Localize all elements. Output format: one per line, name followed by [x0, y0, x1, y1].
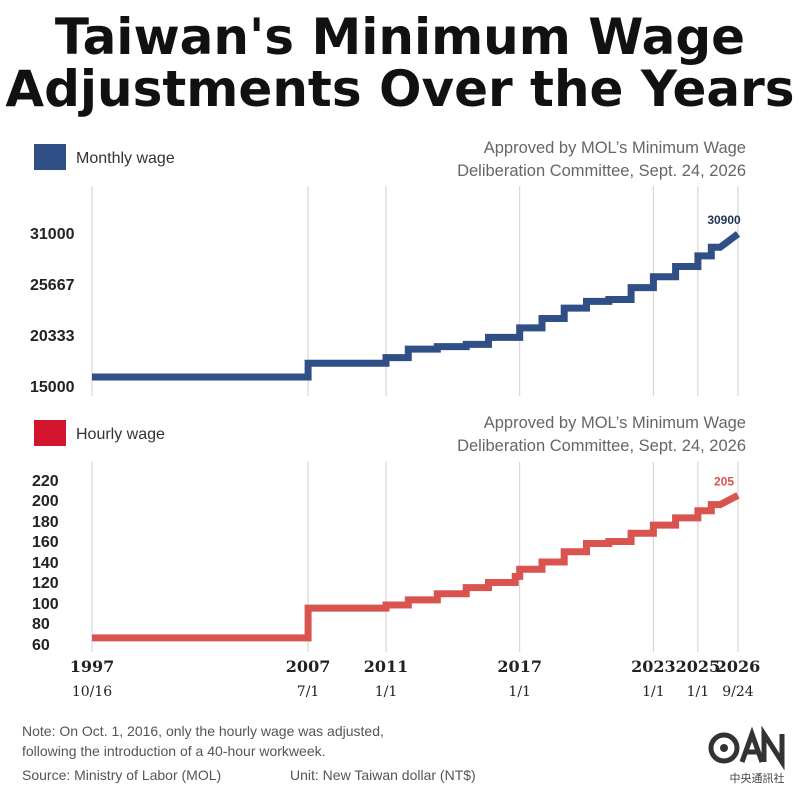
cna-logo: 中央通訊社: [708, 725, 785, 785]
note-line-1: Note: On Oct. 1, 2016, only the hourly w…: [22, 723, 384, 739]
logo-dot-icon: [720, 744, 728, 752]
legend-label-monthly: Monthly wage: [76, 150, 175, 167]
x-tick-year-2011: 2011: [364, 657, 409, 676]
hourly-ytick-160: 160: [32, 534, 59, 551]
monthly-ytick-25667: 25667: [30, 277, 75, 294]
x-tick-year-2026: 2026: [716, 657, 761, 676]
hourly-wage-line: [92, 492, 740, 642]
hourly-ytick-140: 140: [32, 555, 59, 572]
x-tick-date-2025: 1/1: [687, 684, 710, 700]
title-line-1: Taiwan's Minimum Wage: [55, 8, 745, 66]
monthly-ytick-15000: 15000: [30, 379, 75, 396]
hourly-ytick-220: 220: [32, 473, 59, 490]
hourly-ytick-120: 120: [32, 575, 59, 592]
x-tick-date-2011: 1/1: [375, 684, 398, 700]
hourly-annotation-line-1: Approved by MOL’s Minimum Wage: [484, 414, 746, 432]
hourly-ytick-80: 80: [32, 616, 50, 633]
x-tick-date-2017: 1/1: [508, 684, 531, 700]
x-tick-date-2026: 9/24: [722, 684, 754, 700]
monthly-y-axis: 31000 25667 20333 15000: [30, 226, 75, 396]
monthly-ytick-31000: 31000: [30, 226, 75, 243]
monthly-annotation-line-1: Approved by MOL’s Minimum Wage: [484, 139, 746, 157]
x-axis-labels: 1997 10/16 2007 7/1 2011 1/1 2017 1/1 2023 1/1 202…: [70, 657, 761, 700]
hourly-gridlines: [91, 462, 739, 652]
hourly-ytick-200: 200: [32, 493, 59, 510]
hourly-ytick-100: 100: [32, 596, 59, 613]
hourly-ytick-180: 180: [32, 514, 59, 531]
x-tick-date-2023: 1/1: [642, 684, 665, 700]
x-tick-year-2017: 2017: [497, 657, 542, 676]
x-tick-date-2007: 7/1: [297, 684, 320, 700]
logo-a-icon: [739, 726, 765, 763]
hourly-end-value-label: 205: [714, 474, 734, 488]
title-line-2: Adjustments Over the Years: [5, 60, 794, 118]
legend-label-hourly: Hourly wage: [76, 426, 165, 443]
legend-swatch-hourly: [34, 420, 66, 446]
note-line-2: following the introduction of a 40-hour …: [22, 743, 326, 759]
x-tick-date-1997: 10/16: [72, 684, 112, 700]
monthly-ytick-20333: 20333: [30, 328, 75, 345]
x-tick-year-1997: 1997: [70, 657, 115, 676]
logo-n-icon: [761, 725, 785, 771]
source-text: Source: Ministry of Labor (MOL): [22, 767, 221, 783]
hourly-ytick-60: 60: [32, 637, 50, 654]
logo-circle-icon: [708, 732, 740, 764]
legend-swatch-monthly: [34, 144, 66, 170]
hourly-y-axis: 220 200 180 160 140 120 100 80 60: [32, 473, 59, 654]
x-tick-year-2007: 2007: [286, 657, 331, 676]
x-tick-year-2025: 2025: [676, 657, 721, 676]
x-tick-year-2023: 2023: [631, 657, 676, 676]
monthly-end-value-label: 30900: [707, 213, 741, 227]
hourly-annotation-line-2: Deliberation Committee, Sept. 24, 2026: [457, 437, 746, 455]
monthly-wage-line: [92, 231, 741, 381]
logo-text: 中央通訊社: [730, 771, 785, 785]
unit-text: Unit: New Taiwan dollar (NT$): [290, 767, 476, 783]
monthly-annotation-line-2: Deliberation Committee, Sept. 24, 2026: [457, 162, 746, 180]
